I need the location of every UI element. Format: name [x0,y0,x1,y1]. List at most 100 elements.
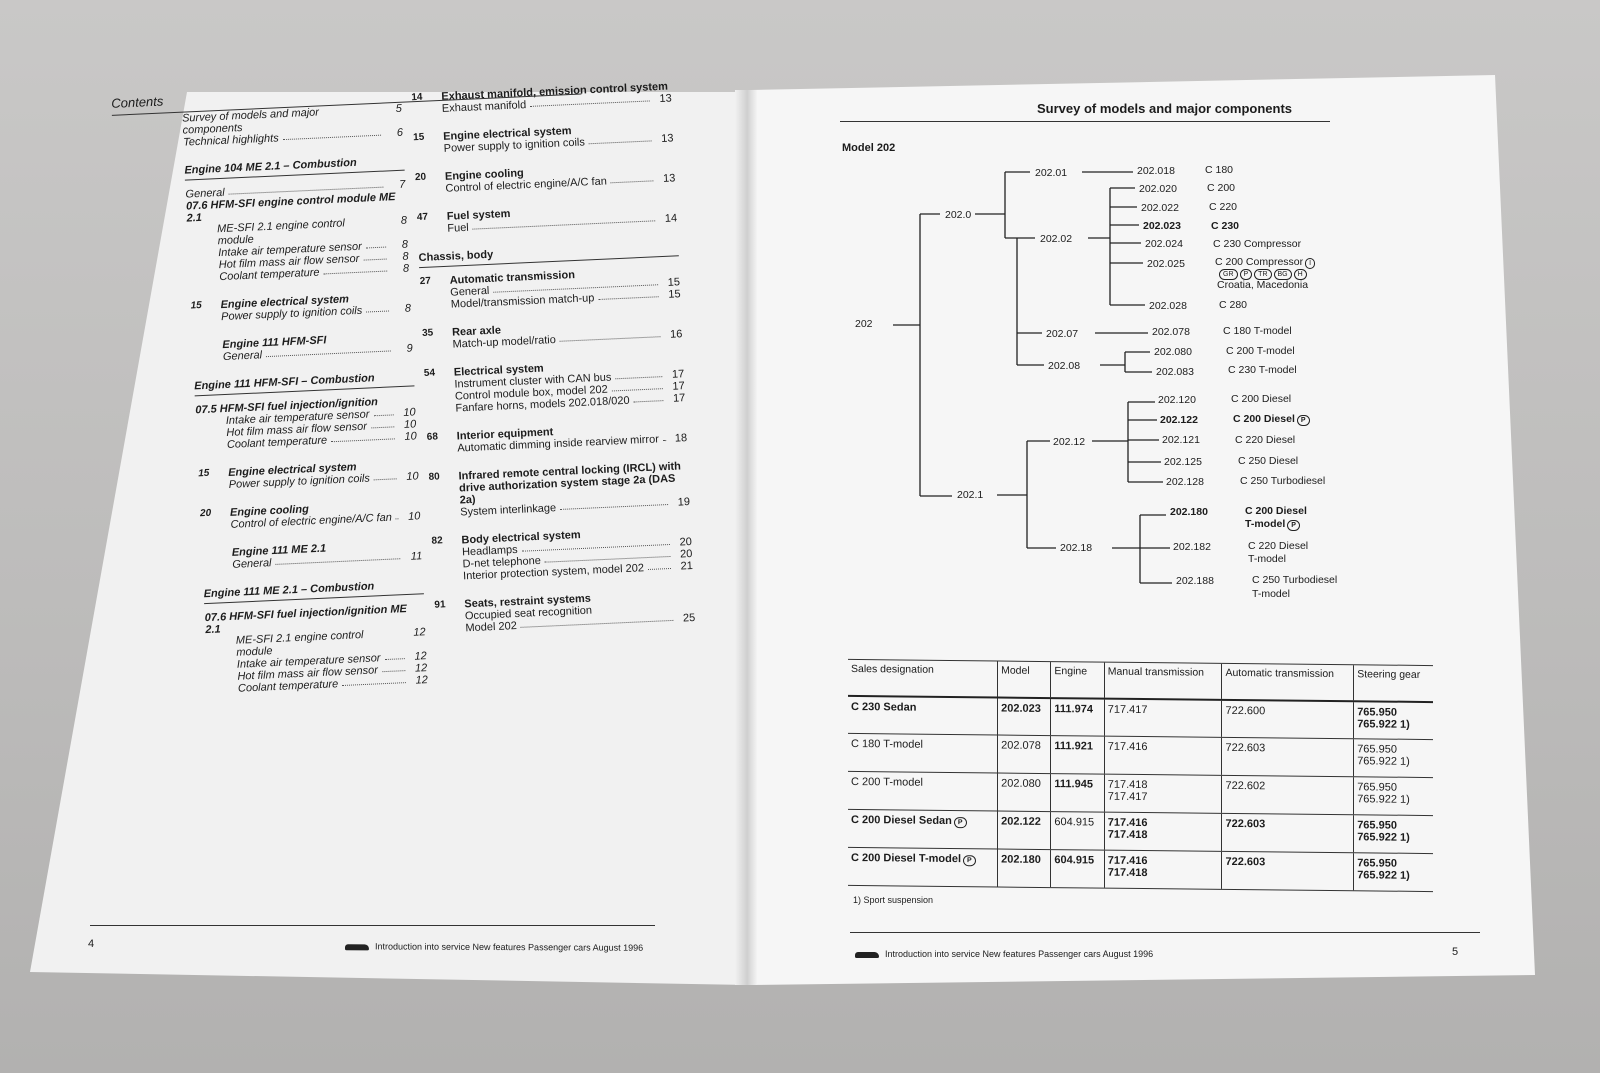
tree-node-label: C 200 [1207,182,1236,194]
footer-text: Introduction into service New features P… [885,949,1154,959]
country-badge: GR [1219,269,1238,280]
table-cell: C 180 T-model [848,733,998,774]
tree-node-label: 202 [855,318,873,330]
tree-node-label: C 220 Diesel [1248,540,1309,552]
tree-node-label: C 250 Turbodiesel [1252,574,1338,586]
table-cell: 111.945 [1050,773,1105,813]
column-header: Manual transmission [1104,662,1222,700]
tree-node-label: Croatia, Macedonia [1217,279,1309,291]
table-cell: 604.915 [1050,849,1105,889]
tree-node-label: 202.128 [1166,476,1204,488]
tree-node-label: 202.0 [945,209,972,221]
cell-value: 717.416 717.418 [1107,854,1148,880]
tree-node-label: 202.121 [1162,434,1200,446]
table-cell: 202.080 [997,773,1051,812]
tree-node: GR P TR BG H [1217,267,1307,280]
tree-node: 202.020 [1139,183,1177,195]
tree-node: C 230 T-model [1228,364,1297,376]
cell-value: 202.080 [1001,777,1041,790]
table-cell: 722.603 [1221,737,1354,777]
tree-node-label: C 200 Diesel [1231,393,1292,405]
tree-node: 202.12 [1053,436,1085,448]
tree-node: 202.083 [1156,366,1194,378]
tree-node-label: 202.083 [1156,366,1194,378]
tree-node-label: 202.122 [1160,414,1198,426]
tree-node: 202.122 [1160,414,1198,426]
cell-value: 202.023 [1001,702,1041,715]
table-cell: 717.417 [1104,698,1222,738]
table-cell: 717.418 717.417 [1104,774,1222,814]
tree-node-label: 202.080 [1154,346,1192,358]
cell-value: 765.950 765.922 1) [1357,857,1410,882]
tree-node: Croatia, Macedonia [1217,279,1308,291]
tree-node: C 180 [1205,164,1233,176]
cell-value: 717.417 [1107,703,1148,716]
table-cell: 202.122 [997,811,1051,850]
cell-value: 722.600 [1225,704,1266,717]
tree-node: 202.0 [945,209,971,221]
table-row: C 200 Diesel T-model P 202.180 604.915 717.4… [848,847,1433,892]
tree-node-label: C 220 Diesel [1235,434,1296,446]
table-cell: 717.416 717.418 [1104,812,1222,852]
table-cell: 111.974 [1050,697,1105,737]
table-cell: 722.603 [1221,813,1354,853]
tree-node: C 220 Diesel [1235,434,1295,446]
tree-node-label: 202.125 [1164,456,1202,468]
tree-node: C 220 Diesel [1248,540,1308,552]
tree-node: 202.080 [1154,346,1192,358]
table-cell: 717.416 [1104,736,1222,776]
cell-value: 765.950 765.922 1) [1357,705,1410,731]
footer-rule-right [850,932,1480,933]
tree-node: T-model [1252,588,1290,600]
model-label: Model 202 [842,142,896,154]
tree-node-label: 202.01 [1035,167,1068,179]
page-title: Survey of models and major components [1037,101,1292,116]
table-cell: 722.600 [1221,699,1354,739]
tree-node: 202.028 [1149,300,1187,312]
page-number-left: 4 [88,938,95,950]
title-rule [840,121,1330,122]
tree-node-label: 202.1 [957,489,984,501]
column-header: Engine [1050,661,1105,699]
tree-node: 202.1 [957,489,983,501]
tree-node: C 230 Compressor [1213,238,1301,250]
tree-node-label: C 200 T-model [1226,345,1295,357]
cell-value: 111.945 [1054,778,1093,791]
tree-node-label: 202.120 [1158,394,1196,406]
tree-node: 202.180 [1170,506,1208,518]
tree-node-label: C 230 [1211,220,1240,232]
tree-node: C 280 [1219,299,1247,311]
tree-node-label: T-model [1248,553,1286,565]
tree-node-label: C 180 T-model [1223,325,1292,337]
column-header: Automatic transmission [1221,663,1354,701]
tree-node-label: T-model [1245,518,1286,530]
p-badge: P [963,855,976,867]
cell-value: 765.950 765.922 1) [1357,781,1410,806]
tree-node: C 250 Diesel [1238,455,1298,467]
tree-node-label: 202.182 [1173,541,1211,553]
table-cell: 722.603 [1221,851,1354,891]
tree-node: 202.125 [1164,456,1202,468]
tree-node: 202.08 [1048,360,1080,372]
tree-node: C 220 [1209,201,1237,213]
tree-node: 202.182 [1173,541,1211,553]
cell-value: 722.603 [1225,855,1266,869]
cell-value: 202.122 [1001,815,1041,828]
tree-node-label: 202.08 [1048,360,1081,372]
tree-node-label: T-model [1252,588,1290,600]
tree-node: 202.120 [1158,394,1196,406]
tree-node: 202.024 [1145,238,1183,250]
table-cell: 202.078 [997,735,1051,774]
cell-value: 722.603 [1225,817,1266,831]
table-cell: C 200 T-model [848,771,998,812]
country-badge: TR [1254,269,1272,280]
tree-node-label: C 250 Turbodiesel [1240,475,1326,487]
tree-node-label: 202.12 [1053,436,1086,448]
column-header: Steering gear [1353,664,1433,702]
table-cell: C 200 Diesel Sedan P [848,809,998,850]
tree-node-label: 202.022 [1141,202,1179,214]
table-cell: C 230 Sedan [848,695,998,736]
tree-node-label: 202.188 [1176,575,1214,587]
table-cell: 202.180 [997,849,1051,888]
